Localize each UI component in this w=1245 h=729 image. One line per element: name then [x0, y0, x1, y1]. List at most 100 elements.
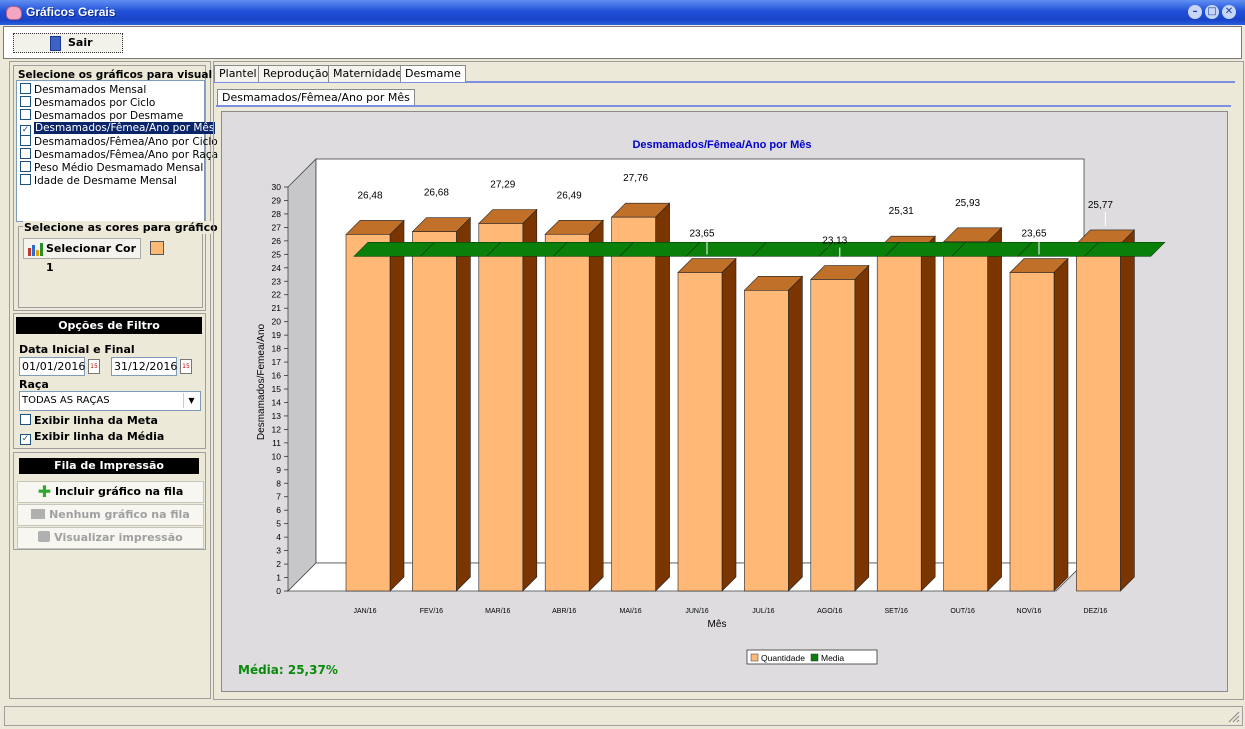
x-tick-label: FEV/16	[420, 608, 443, 615]
y-tick-label: 29	[272, 195, 282, 205]
tab-desmame[interactable]: Desmame	[400, 65, 466, 82]
subtab-divider	[216, 105, 1231, 107]
exit-label: Sair	[68, 36, 93, 49]
calendar-icon[interactable]: 15	[88, 359, 100, 374]
close-icon[interactable]: ✕	[1222, 5, 1236, 19]
include-chart-button[interactable]: ✚ Incluir gráfico na fila	[17, 481, 204, 503]
chevron-down-icon[interactable]: ▼	[183, 393, 199, 408]
data-label: 26,48	[357, 190, 382, 201]
bar-side	[456, 216, 471, 592]
queue-empty-button[interactable]: Nenhum gráfico na fila	[17, 504, 204, 526]
y-tick-label: 4	[276, 532, 281, 542]
checkbox[interactable]	[20, 83, 31, 94]
chart-select-group	[13, 65, 206, 311]
x-tick-label: ABR/16	[552, 608, 576, 615]
x-tick-label: OUT/16	[950, 608, 975, 615]
checkbox[interactable]	[20, 174, 31, 185]
side-wall	[287, 158, 317, 592]
y-tick-label: 19	[272, 330, 282, 340]
average-segment	[1083, 242, 1166, 257]
tab-reproducao[interactable]: Reprodução	[258, 65, 334, 82]
checkbox[interactable]	[20, 161, 31, 172]
bar-side	[854, 264, 870, 592]
chart-list-item[interactable]: ✓ Desmamados/Fêmea/Ano por Mês	[20, 122, 216, 136]
chart-list-item[interactable]: Desmamados/Fêmea/Ano por Ciclo	[20, 135, 218, 148]
chart-list-item[interactable]: Desmamados Mensal	[20, 83, 146, 96]
calendar-icon[interactable]: 15	[180, 359, 192, 374]
tab-plantel[interactable]: Plantel	[214, 65, 262, 82]
y-tick-label: 20	[272, 317, 282, 327]
status-bar	[4, 706, 1243, 726]
data-label: 26,68	[424, 188, 449, 199]
y-tick-label: 13	[272, 411, 282, 421]
chart-list-item[interactable]: Desmamados/Fêmea/Ano por Raça	[20, 148, 218, 161]
y-tick-label: 23	[272, 276, 282, 286]
maximize-icon[interactable]: □	[1205, 5, 1219, 19]
y-axis-label: Desmamados/Femea/Ano	[256, 323, 267, 440]
tab-maternidade[interactable]: Maternidade	[328, 65, 408, 82]
x-tick-label: MAR/16	[485, 608, 510, 615]
select-color-label: Selecionar Cor 1	[46, 242, 137, 274]
color-swatch[interactable]	[150, 241, 164, 255]
checkbox[interactable]	[20, 135, 31, 146]
print-preview-button[interactable]: Visualizar impressão	[17, 527, 204, 549]
bar	[611, 216, 656, 592]
y-tick-label: 6	[276, 505, 281, 515]
chart-list-item[interactable]: Desmamados por Ciclo	[20, 96, 155, 109]
checkbox[interactable]	[20, 148, 31, 159]
x-tick-label: JUL/16	[752, 608, 774, 615]
date-start-field[interactable]: 01/01/2016	[19, 357, 85, 376]
checkbox[interactable]	[20, 414, 31, 425]
chart-list[interactable]: Desmamados Mensal Desmamados por Ciclo Des…	[16, 80, 218, 222]
chart-list-item-label: Desmamados/Fêmea/Ano por Ciclo	[34, 136, 218, 148]
checkbox[interactable]	[20, 109, 31, 120]
bar	[876, 249, 922, 592]
minimize-icon[interactable]: –	[1188, 5, 1202, 19]
legend-swatch	[810, 653, 819, 662]
y-tick-label: 1	[276, 573, 281, 583]
data-label: 23,13	[822, 236, 847, 247]
data-label: 26,49	[557, 190, 582, 201]
data-label: 25,31	[889, 206, 914, 217]
y-tick-label: 2	[276, 559, 281, 569]
pig-icon	[6, 6, 22, 20]
chart-list-item-label: Desmamados/Fêmea/Ano por Mês	[34, 122, 216, 134]
bar-side	[721, 257, 737, 592]
bar	[744, 289, 789, 592]
queue-empty-label: Nenhum gráfico na fila	[49, 508, 190, 521]
chart-list-item[interactable]: Peso Médio Desmamado Mensal	[20, 161, 203, 174]
chart-list-item[interactable]: Desmamados por Desmame	[20, 109, 183, 122]
bar	[478, 223, 524, 592]
select-color-button[interactable]: Selecionar Cor 1	[23, 238, 141, 274]
bar-side	[788, 275, 803, 592]
resize-grip-icon[interactable]	[1228, 711, 1240, 723]
show-average-toggle[interactable]: ✓ Exibir linha da Média	[20, 430, 164, 445]
checkbox[interactable]: ✓	[20, 434, 31, 445]
bar	[677, 272, 723, 592]
bar	[1076, 243, 1121, 592]
subtab-chart[interactable]: Desmamados/Fêmea/Ano por Mês	[217, 89, 415, 106]
bar-side	[389, 219, 405, 592]
y-tick-label: 5	[276, 519, 281, 529]
y-tick-label: 9	[276, 465, 281, 475]
exit-button[interactable]: Sair	[13, 33, 123, 53]
date-label: Data Inicial e Final	[19, 343, 135, 356]
y-tick-label: 12	[272, 424, 282, 434]
date-end-field[interactable]: 31/12/2016	[111, 357, 177, 376]
checkbox[interactable]	[20, 96, 31, 107]
y-tick-label: 24	[272, 263, 282, 273]
y-tick-label: 28	[272, 209, 282, 219]
tab-divider	[214, 81, 1235, 83]
chart-list-item[interactable]: Idade de Desmame Mensal	[20, 174, 177, 187]
bar-side	[1120, 229, 1135, 592]
filter-group	[13, 313, 206, 449]
x-tick-label: SET/16	[885, 608, 908, 615]
y-tick-label: 26	[272, 236, 282, 246]
show-goal-toggle[interactable]: Exibir linha da Meta	[20, 414, 158, 427]
breed-select[interactable]: TODAS AS RAÇAS ▼	[19, 391, 201, 411]
y-tick-label: 3	[276, 546, 281, 556]
y-tick-label: 0	[276, 586, 281, 596]
bar	[544, 233, 590, 592]
y-tick-label: 30	[272, 182, 282, 192]
chart-panel: 0 1 2 3 4 5 6 7 8 9 10 11 12 13 14 15 16 17 18 19 20 21 22 23 24…	[221, 111, 1228, 692]
